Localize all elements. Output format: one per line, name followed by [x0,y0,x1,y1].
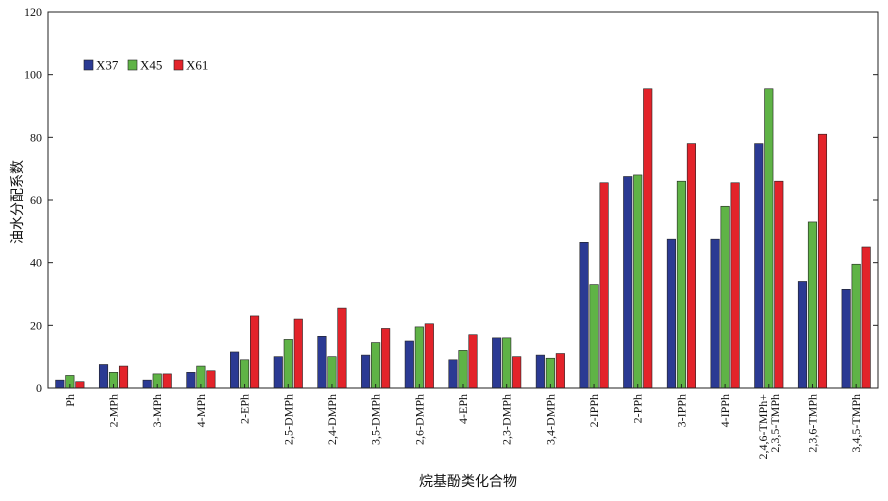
bar-x45-13 [633,174,643,389]
y-axis-title: 油水分配系数 [10,160,26,244]
x-tick-label: 4-MPh [194,394,208,427]
bar-x45-10 [502,337,512,389]
bar-x37-2 [142,379,152,389]
bar-x61-13 [643,88,653,389]
bar-x61-2 [162,373,172,389]
bar-x61-1 [118,365,129,389]
bar-x37-12 [579,242,589,389]
x-tick-label: 3,4-DMPh [543,394,557,445]
x-tick-label: 2-MPh [107,394,121,427]
y-tick-label: 100 [24,68,42,82]
x-tick-label: 2,3,6-TMPh [805,394,819,453]
bar-x45-4 [240,359,250,389]
bar-x61-18 [861,246,871,389]
legend-label-x37: X37 [96,58,119,73]
bar-x37-0 [55,379,65,389]
x-tick-label: 2-IPPh [587,394,601,427]
bar-x37-7 [361,354,371,389]
bar-x45-11 [545,357,555,389]
legend-label-x45: X45 [140,58,162,73]
bar-x61-3 [206,370,216,389]
bar-x37-5 [273,356,283,389]
bar-x37-4 [230,351,240,389]
legend-swatch-x45 [127,59,138,71]
x-tick-label: 2,4,6-TMPh+ [756,394,770,460]
bar-x45-16 [764,88,774,389]
bar-x61-4 [250,315,260,389]
bar-x61-16 [774,180,784,389]
x-tick-label: 3-MPh [150,394,164,427]
bar-x61-6 [337,307,347,389]
bars-layer [55,88,871,389]
x-tick-label: 2-PPh [631,394,645,423]
bar-x61-11 [555,353,565,389]
x-tick-label: 4-IPPh [718,394,732,427]
legend-box [58,40,280,114]
legend-swatch-x61 [173,59,184,71]
y-tick-label: 0 [36,381,42,395]
y-tick-label: 60 [30,193,42,207]
bar-x37-11 [535,354,545,389]
legend-swatch-x37 [83,59,94,71]
bar-x45-14 [676,180,686,389]
bar-x37-16 [754,143,764,389]
bar-x61-7 [381,328,391,389]
bar-x37-8 [404,340,414,389]
x-axis-title: 烷基酚类化合物 [419,473,517,490]
bar-x37-10 [492,337,502,389]
bar-x61-15 [730,182,740,389]
bar-x61-12 [599,182,609,389]
bar-x45-18 [851,263,861,389]
x-ticks-layer: Ph 2-MPh 3-MPh 4-MPh 2-EPh 2,5-DMPh 2,4-DMPh 3,… [63,384,863,459]
y-tick-label: 40 [30,256,42,270]
bar-x45-9 [458,350,468,389]
x-tick-label: 3,4,5-TMPh [849,394,863,453]
x-tick-label: 3-IPPh [674,394,688,427]
bar-x45-8 [414,326,424,389]
bar-x45-7 [371,342,381,389]
bar-x37-17 [797,281,808,389]
bar-x61-10 [512,356,522,389]
x-tick-label: 2-EPh [238,394,252,424]
x-tick-label: 2,3,5-TMPh [768,394,782,453]
bar-x45-6 [327,356,337,389]
bar-x37-6 [317,335,327,389]
bar-x45-5 [283,339,293,389]
bar-x37-13 [623,176,633,389]
bar-x61-9 [468,334,478,389]
bar-x61-0 [75,381,85,389]
bar-x37-14 [666,238,676,389]
bar-x45-12 [589,284,599,389]
bar-x61-17 [817,133,828,389]
bar-x37-9 [448,359,458,389]
x-tick-label: 3,5-DMPh [369,394,383,445]
bar-x45-15 [720,205,730,389]
y-tick-label: 20 [30,318,42,332]
bar-x61-5 [293,318,303,389]
x-tick-label: 2,5-DMPh [281,394,295,445]
bar-x61-14 [686,143,696,389]
legend-label-x61: X61 [186,58,208,73]
x-tick-label: 2,6-DMPh [412,394,426,445]
x-tick-label: 4-EPh [456,394,470,424]
bar-x37-15 [710,238,720,389]
bar-x61-8 [424,323,434,389]
bar-x37-3 [186,372,196,389]
bar-x37-1 [98,364,109,389]
x-tick-label: Ph [63,394,77,407]
y-ticks-layer: 0 20 40 60 80 100 120 [24,5,878,395]
bar-x37-18 [841,288,851,389]
x-tick-label: 2,3-DMPh [500,394,514,445]
y-tick-label: 120 [24,5,42,19]
bar-x45-17 [807,221,818,389]
legend: X37 X45 X61 [83,58,208,73]
y-tick-label: 80 [30,130,42,144]
x-tick-label: 2,4-DMPh [325,394,339,445]
legend-background [58,40,280,114]
